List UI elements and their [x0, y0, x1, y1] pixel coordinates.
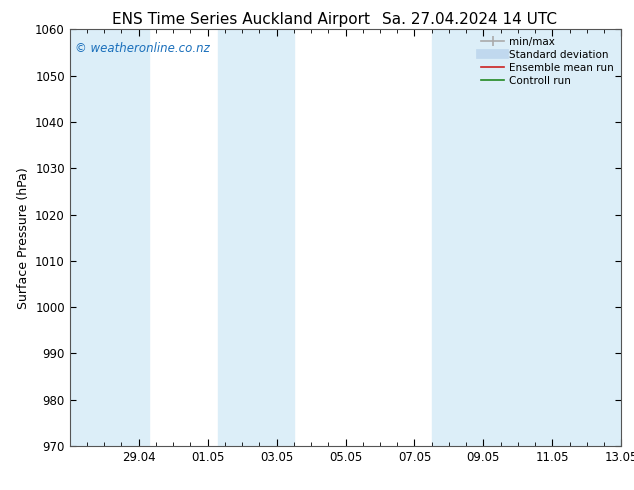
- Text: Sa. 27.04.2024 14 UTC: Sa. 27.04.2024 14 UTC: [382, 12, 557, 27]
- Y-axis label: Surface Pressure (hPa): Surface Pressure (hPa): [16, 167, 30, 309]
- Bar: [70, 29, 149, 446]
- Text: ENS Time Series Auckland Airport: ENS Time Series Auckland Airport: [112, 12, 370, 27]
- Bar: [432, 29, 621, 446]
- Legend: min/max, Standard deviation, Ensemble mean run, Controll run: min/max, Standard deviation, Ensemble me…: [477, 32, 618, 90]
- Text: © weatheronline.co.nz: © weatheronline.co.nz: [75, 42, 210, 55]
- Bar: [218, 29, 294, 446]
